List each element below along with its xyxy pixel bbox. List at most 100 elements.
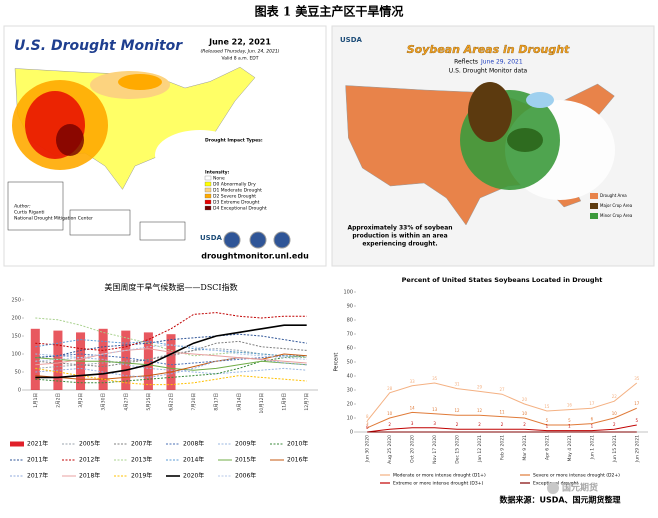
legend-label: 2010年 xyxy=(287,440,308,448)
bar xyxy=(166,334,176,390)
data-label: 5 xyxy=(635,418,638,423)
data-label: 3 xyxy=(366,421,369,426)
intensity-title: Intensity: xyxy=(205,170,230,176)
legend-label: 2013年 xyxy=(131,456,152,464)
legend-label: 2018年 xyxy=(79,472,100,480)
x-tick-label: 5月25日 xyxy=(146,393,152,411)
chart-title: 美国周度干旱气候数据——DSCI指数 xyxy=(104,282,237,292)
data-label: 13 xyxy=(432,407,438,412)
data-label: 2 xyxy=(613,422,616,427)
bar xyxy=(121,330,131,390)
y-tick-label: 70 xyxy=(347,332,353,338)
logo: USDA xyxy=(200,234,223,242)
x-tick-label: 12月7日 xyxy=(304,393,310,411)
legend-label: 2017年 xyxy=(27,472,48,480)
series-line xyxy=(35,333,307,359)
soy-legend-label: Drought Area xyxy=(600,193,627,198)
soy-legend-label: Minor Crop Area xyxy=(600,213,633,218)
data-label: 16 xyxy=(567,403,573,408)
data-label: 17 xyxy=(589,401,595,406)
bar xyxy=(53,330,63,390)
data-label: 28 xyxy=(387,386,393,391)
y-tick-label: 80 xyxy=(347,318,353,324)
x-tick-label: 7月20日 xyxy=(191,393,197,411)
x-tick-label: 8月17日 xyxy=(214,393,220,411)
org: National Drought Mitigation Center xyxy=(14,216,93,222)
x-tick-label: 10月12日 xyxy=(259,393,265,413)
lake xyxy=(526,92,554,108)
data-label: 2 xyxy=(388,422,391,427)
y-tick-label: 150 xyxy=(11,334,21,340)
y-tick-label: 200 xyxy=(11,316,21,322)
x-tick-label: Oct 20 2020 xyxy=(410,435,416,463)
legend-label: Moderate or more intense drought (D1+) xyxy=(393,473,486,479)
y-tick-label: 100 xyxy=(11,352,21,358)
series-line xyxy=(35,324,307,379)
soy-agency: USDA xyxy=(340,36,363,44)
watermark-logo xyxy=(547,482,559,494)
soy-note: production is within an area xyxy=(352,233,447,240)
agency-logo xyxy=(273,231,291,249)
legend-label: 2015年 xyxy=(235,456,256,464)
data-label: 10 xyxy=(612,411,618,416)
data-label: 2 xyxy=(478,422,481,427)
legend-label: 2016年 xyxy=(287,456,308,464)
data-label: 0 xyxy=(366,425,369,430)
x-tick-label: 11月9日 xyxy=(282,393,288,411)
data-label: 5 xyxy=(568,418,571,423)
soy-legend-swatch xyxy=(590,193,598,199)
inset-alaska xyxy=(7,181,64,231)
y-tick-label: 50 xyxy=(15,370,21,376)
data-label: 10 xyxy=(387,411,393,416)
soy-legend-swatch xyxy=(590,203,598,209)
data-label: 10 xyxy=(522,411,528,416)
legend-label: D1 Moderate Drought xyxy=(213,188,262,194)
data-label: 35 xyxy=(432,376,438,381)
x-tick-label: Apr 6 2021 xyxy=(544,435,550,460)
data-label: 2 xyxy=(456,422,459,427)
y-axis-label: Percent xyxy=(334,353,340,372)
x-tick-label: Jun 1 2021 xyxy=(589,435,595,460)
watermark: 国元期货 xyxy=(562,482,598,494)
x-tick-label: Mar 9 2021 xyxy=(522,435,528,461)
data-label: 12 xyxy=(477,408,483,413)
soy-note: experiencing drought. xyxy=(362,241,437,248)
series-line xyxy=(367,407,637,429)
bar xyxy=(30,328,40,390)
author-title: Author: xyxy=(13,204,31,210)
legend-label: Extreme or more intense drought (D3+) xyxy=(393,481,483,487)
agency-logo xyxy=(223,231,241,249)
x-tick-label: May 4 2021 xyxy=(567,435,573,462)
data-label: 3 xyxy=(433,421,436,426)
legend-label: D0 Abnormally Dry xyxy=(213,182,256,188)
legend-label: 2008年 xyxy=(183,440,204,448)
x-tick-label: Feb 9 2021 xyxy=(500,435,506,460)
series-line xyxy=(35,348,307,366)
major-crop xyxy=(468,82,512,142)
legend-label: D3 Extreme Drought xyxy=(213,200,260,206)
data-label: 2 xyxy=(501,422,504,427)
x-tick-label: Jun 30 2020 xyxy=(365,435,371,463)
data-label: 15 xyxy=(544,404,550,409)
data-label: 11 xyxy=(499,410,505,415)
y-tick-label: 60 xyxy=(347,346,353,352)
x-tick-label: 3月30日 xyxy=(101,393,107,411)
data-label: 1 xyxy=(568,424,571,429)
legend-label: 2020年 xyxy=(183,472,204,480)
legend-label: 2021年 xyxy=(27,440,48,448)
y-tick-label: 30 xyxy=(347,388,353,394)
x-tick-label: 9月14日 xyxy=(236,393,242,411)
legend-swatch xyxy=(204,193,212,199)
series-line xyxy=(35,357,307,371)
map-valid: Valid 8 a.m. EDT xyxy=(221,56,258,62)
legend-label: D2 Severe Drought xyxy=(213,194,256,200)
series-line xyxy=(35,353,307,375)
data-label: 20 xyxy=(522,397,528,402)
data-label: 1 xyxy=(546,424,549,429)
legend-label: 2012年 xyxy=(79,456,100,464)
series-line xyxy=(35,312,307,351)
map-date: June 22, 2021 xyxy=(208,38,271,47)
map-url: droughtmonitor.unl.edu xyxy=(201,252,309,261)
legend-label: 2005年 xyxy=(79,440,100,448)
data-label: 8 xyxy=(366,414,369,419)
